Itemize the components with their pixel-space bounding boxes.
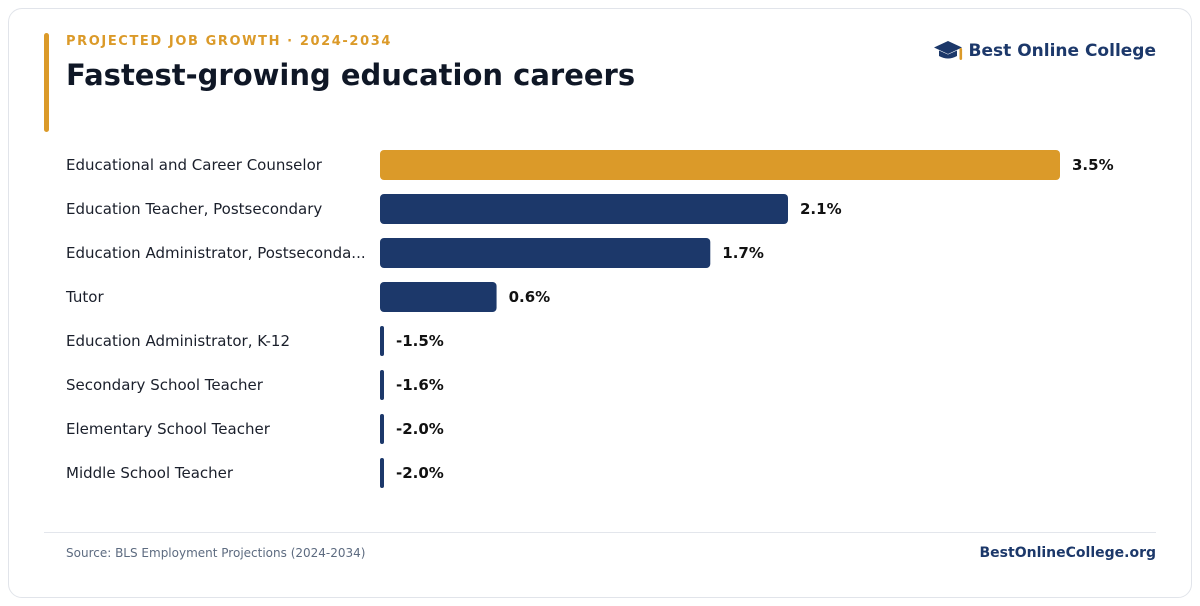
site-url: BestOnlineCollege.org (979, 545, 1156, 561)
category-label: Education Administrator, Postseconda... (66, 244, 366, 262)
bar (380, 238, 711, 268)
value-label: -1.6% (396, 376, 444, 394)
footer-divider (44, 532, 1156, 533)
source-note: Source: BLS Employment Projections (2024… (66, 546, 366, 560)
value-label: 0.6% (509, 288, 551, 306)
category-label: Education Administrator, K-12 (66, 332, 290, 350)
category-label: Middle School Teacher (66, 464, 234, 482)
brand-name: Best Online College (968, 41, 1156, 61)
category-label: Elementary School Teacher (66, 420, 271, 438)
value-label: -2.0% (396, 420, 444, 438)
category-label: Educational and Career Counselor (66, 156, 323, 174)
bar (380, 326, 384, 356)
bar (380, 458, 384, 488)
graduation-cap-icon (933, 41, 962, 60)
category-label: Education Teacher, Postsecondary (66, 200, 322, 218)
chart-eyebrow: PROJECTED JOB GROWTH · 2024-2034 (66, 34, 393, 49)
value-label: 3.5% (1072, 156, 1114, 174)
bar (380, 194, 788, 224)
category-label: Tutor (65, 288, 104, 306)
value-label: -1.5% (396, 332, 444, 350)
chart-title: Fastest-growing education careers (66, 58, 636, 92)
value-label: 2.1% (800, 200, 842, 218)
chart-card (8, 8, 1192, 598)
bar (380, 370, 384, 400)
value-label: 1.7% (722, 244, 764, 262)
bar (380, 150, 1060, 180)
bar (380, 414, 384, 444)
value-label: -2.0% (396, 464, 444, 482)
category-label: Secondary School Teacher (66, 376, 264, 394)
title-accent-bar (44, 33, 49, 132)
bar (380, 282, 497, 312)
brand-logo: Best Online College (933, 40, 1156, 62)
